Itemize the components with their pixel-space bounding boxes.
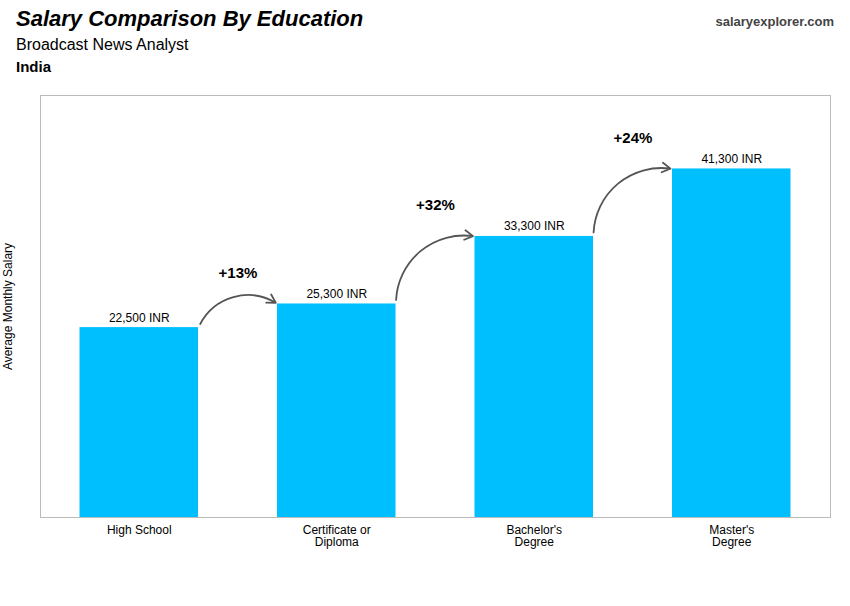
svg-text:33,300 INR: 33,300 INR (504, 219, 565, 233)
svg-text:Master'sDegree: Master'sDegree (709, 523, 754, 549)
svg-text:Bachelor'sDegree: Bachelor'sDegree (506, 523, 562, 549)
svg-text:Average Monthly Salary: Average Monthly Salary (1, 243, 15, 370)
svg-text:+24%: +24% (614, 129, 653, 146)
html-text:salaryexplorer.com: salaryexplorer.com (715, 14, 834, 29)
svg-text:+13%: +13% (219, 264, 258, 281)
html-text:Salary Comparison By Education: Salary Comparison By Education (16, 6, 364, 31)
svg-text:22,500 INR: 22,500 INR (109, 311, 170, 325)
html-text:Broadcast News Analyst: Broadcast News Analyst (16, 36, 189, 53)
svg-text:41,300 INR: 41,300 INR (701, 152, 762, 166)
html-text:India: India (16, 58, 51, 75)
svg-text:+32%: +32% (416, 196, 455, 213)
svg-text:Certificate orDiploma: Certificate orDiploma (303, 523, 371, 549)
svg-text:High School: High School (107, 523, 172, 537)
svg-text:25,300 INR: 25,300 INR (306, 287, 367, 301)
